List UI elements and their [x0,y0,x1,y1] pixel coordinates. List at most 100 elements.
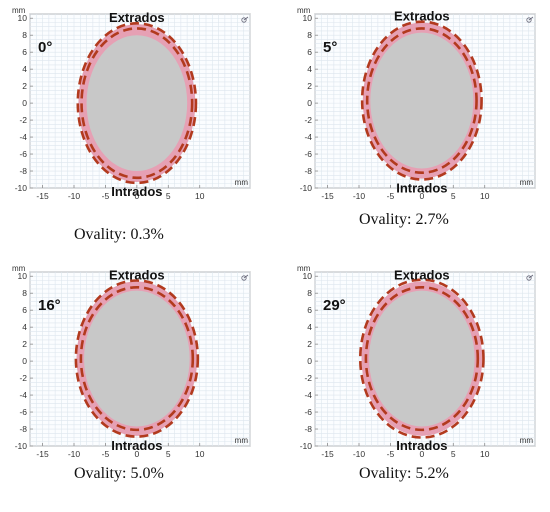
y-tick-label: -2 [19,115,27,125]
x-tick-label: 5 [451,449,456,459]
panel-29deg: -15 -10 -5 0 5 10 10 8 6 4 2 0 -2 -4 -6 -8 -10 mm mm 29° Ext… [287,262,547,512]
vessel-lumen [369,290,475,427]
y-tick-label: 6 [22,47,27,57]
y-unit-label: mm [12,6,26,15]
y-tick-label: 10 [303,13,313,23]
y-tick-label: -2 [304,115,312,125]
y-tick-label: 4 [307,322,312,332]
axis-triad-icon-circle [526,17,532,23]
y-tick-label: -8 [19,424,27,434]
axis-triad-icon-line [528,274,534,279]
axis-triad-icon [241,274,249,281]
x-tick-label: 10 [480,449,490,459]
x-tick-label: -5 [102,191,110,201]
x-tick-label: 10 [195,449,205,459]
x-tick-label: -10 [353,191,366,201]
x-tick-label: 0 [419,449,424,459]
x-unit-label: mm [520,178,534,187]
y-tick-label: 8 [22,288,27,298]
axis-triad-icon-circle [526,275,532,281]
x-tick-label: 0 [134,191,139,201]
y-tick-label: -4 [304,390,312,400]
y-tick-label: 6 [22,305,27,315]
y-unit-label: mm [12,264,26,273]
y-tick-label: 8 [22,30,27,40]
y-tick-label: 2 [307,81,312,91]
dashed-outline-outer [360,20,483,181]
x-tick-label: -5 [102,449,110,459]
intrados-label: Intrados [111,438,162,453]
axis-triad-icon-circle [241,275,247,281]
y-tick-label: 2 [22,81,27,91]
ovality-caption-5deg: Ovality: 2.7% [359,211,449,228]
y-tick-label: -10 [300,183,313,193]
ovality-caption-16deg: Ovality: 5.0% [74,465,164,482]
dashed-outline-inner [80,27,194,180]
y-unit-label: mm [297,264,311,273]
y-tick-label: -6 [304,149,312,159]
intrados-label: Intrados [396,181,447,196]
dashed-outline-inner [364,285,480,432]
bend-angle-label: 29° [323,297,346,314]
y-tick-label: -10 [300,441,313,451]
y-tick-label: 4 [22,322,27,332]
panel-5deg: -15 -10 -5 0 5 10 10 8 6 4 2 0 -2 -4 -6 -8 -10 mm mm 5° Extr… [287,4,547,254]
y-tick-label: -4 [19,390,27,400]
y-tick-label: 0 [307,98,312,108]
x-unit-label: mm [235,436,249,445]
bend-angle-label: 16° [38,297,61,314]
intrados-label: Intrados [396,438,447,453]
y-tick-label: 6 [307,305,312,315]
y-tick-label: -2 [304,373,312,383]
x-tick-label: 0 [419,191,424,201]
vessel-lumen [370,32,474,169]
y-tick-label: 10 [303,271,313,281]
y-tick-label: -2 [19,373,27,383]
axis-triad-icon-line [528,16,534,21]
x-unit-label: mm [235,178,249,187]
y-tick-label: -6 [304,407,312,417]
vessel-lumen [86,35,188,172]
y-tick-label: 0 [22,356,27,366]
x-tick-label: -10 [353,449,366,459]
x-tick-label: -10 [68,191,81,201]
y-tick-label: 8 [307,30,312,40]
axis-triad-icon-line [243,274,249,279]
extrados-label: Extrados [394,8,450,23]
y-tick-label: 0 [22,98,27,108]
x-tick-label: 10 [195,191,205,201]
bend-angle-label: 0° [38,39,52,56]
axis-triad-icon [526,274,534,281]
bend-angle-label: 5° [323,39,337,56]
ovality-caption-0deg: Ovality: 0.3% [74,226,164,243]
y-tick-label: -8 [304,424,312,434]
extrados-label: Extrados [109,10,165,25]
y-tick-label: 2 [307,339,312,349]
y-tick-label: -6 [19,407,27,417]
y-tick-label: 4 [22,64,27,74]
y-tick-label: 6 [307,47,312,57]
axis-triad-icon [526,16,534,23]
axis-triad-icon-line [243,16,249,21]
x-tick-label: 10 [480,191,490,201]
x-tick-label: -15 [36,449,49,459]
y-tick-label: -8 [19,166,27,176]
x-tick-label: 5 [451,191,456,201]
cross-section-plot-0deg: -15 -10 -5 0 5 10 10 8 6 4 2 0 -2 -4 -6 -8 -10 mm mm 0° Extr… [12,6,251,201]
y-tick-label: 2 [22,339,27,349]
extrados-label: Extrados [394,267,450,282]
y-tick-label: 4 [307,64,312,74]
y-tick-label: -4 [19,132,27,142]
vessel-lumen [84,290,190,427]
axis-triad-icon [241,16,249,23]
x-tick-label: 5 [166,449,171,459]
dashed-outline-outer [74,279,200,438]
ovality-caption-29deg: Ovality: 5.2% [359,465,449,482]
cross-section-plot-29deg: -15 -10 -5 0 5 10 10 8 6 4 2 0 -2 -4 -6 -8 -10 mm mm 29° Ext… [297,264,536,459]
y-tick-label: -8 [304,166,312,176]
y-tick-label: 10 [18,13,28,23]
y-tick-label: -4 [304,132,312,142]
extrados-label: Extrados [109,267,165,282]
x-tick-label: -15 [36,191,49,201]
y-tick-label: -6 [19,149,27,159]
